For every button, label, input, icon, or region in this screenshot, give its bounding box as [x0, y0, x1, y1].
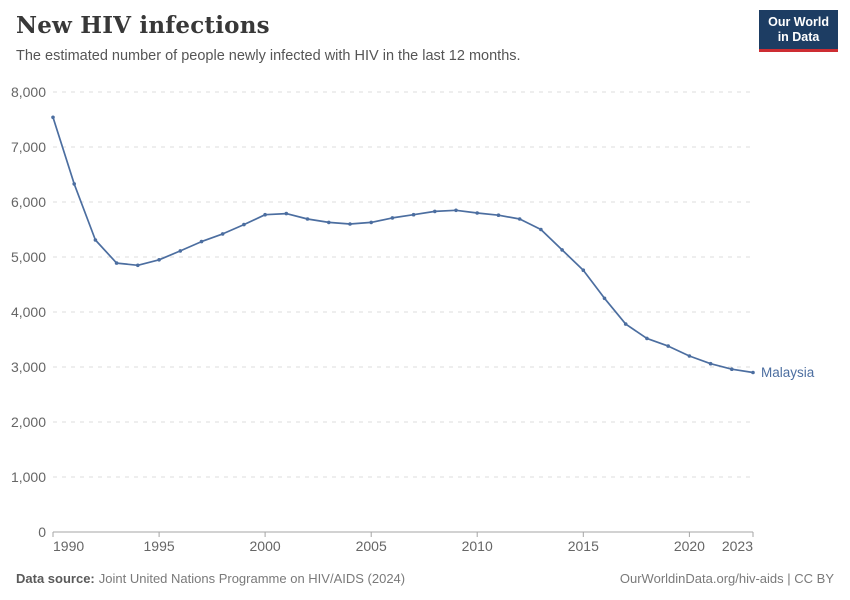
y-tick-label: 5,000 — [11, 249, 46, 265]
data-point[interactable] — [390, 216, 395, 220]
data-point[interactable] — [433, 209, 437, 214]
y-tick-label: 1,000 — [11, 469, 46, 485]
data-source: Data source: Joint United Nations Program… — [16, 571, 405, 586]
y-tick-label: 2,000 — [11, 414, 46, 430]
y-tick-label: 4,000 — [11, 304, 46, 320]
data-point[interactable] — [539, 227, 543, 232]
y-tick-label: 8,000 — [11, 84, 46, 100]
owid-logo[interactable]: Our World in Data — [759, 10, 838, 52]
x-tick-label: 2005 — [356, 538, 387, 554]
data-point[interactable] — [178, 249, 183, 253]
data-point[interactable] — [687, 354, 692, 358]
x-tick-label: 2020 — [674, 538, 705, 554]
data-point[interactable] — [72, 182, 76, 186]
data-point[interactable] — [581, 268, 586, 273]
data-point[interactable] — [517, 217, 522, 221]
data-point[interactable] — [199, 239, 204, 244]
data-point[interactable] — [305, 217, 310, 221]
data-point[interactable] — [411, 212, 416, 217]
chart-subtitle: The estimated number of people newly inf… — [16, 48, 521, 64]
entity-label[interactable]: Malaysia — [761, 365, 815, 380]
data-point[interactable] — [666, 344, 670, 348]
x-tick-label: 1990 — [53, 538, 84, 554]
data-source-label: Data source: — [16, 571, 95, 586]
x-tick-label: 2000 — [250, 538, 281, 554]
data-point[interactable] — [51, 115, 55, 120]
x-tick-label: 1995 — [144, 538, 175, 554]
data-point[interactable] — [114, 261, 119, 265]
attribution-link[interactable]: OurWorldinData.org/hiv-aids | CC BY — [619, 571, 834, 586]
chart-footer: Data source: Joint United Nations Program… — [16, 571, 834, 586]
data-point[interactable] — [730, 367, 734, 372]
data-point[interactable] — [751, 370, 755, 375]
data-point[interactable] — [645, 336, 649, 341]
data-point[interactable] — [327, 220, 331, 225]
data-source-text: Joint United Nations Programme on HIV/AI… — [98, 571, 406, 586]
owid-logo-line1: Our World — [768, 15, 829, 29]
data-point[interactable] — [560, 248, 564, 252]
x-tick-label: 2010 — [462, 538, 493, 554]
x-tick-label: 2015 — [568, 538, 599, 554]
data-point[interactable] — [369, 220, 374, 225]
data-point[interactable] — [242, 222, 246, 227]
data-point[interactable] — [157, 258, 161, 262]
data-point[interactable] — [475, 211, 480, 215]
chart-header: New HIV infections The estimated number … — [16, 12, 736, 64]
y-tick-label: 6,000 — [11, 194, 46, 210]
data-point[interactable] — [348, 222, 352, 226]
y-tick-label: 3,000 — [11, 359, 46, 375]
data-point[interactable] — [496, 213, 501, 217]
data-point[interactable] — [220, 232, 225, 236]
trend-line[interactable] — [52, 117, 754, 374]
data-point[interactable] — [454, 208, 458, 213]
data-point[interactable] — [623, 322, 628, 326]
x-tick-label: 2023 — [722, 538, 753, 554]
data-point[interactable] — [263, 212, 267, 217]
data-point[interactable] — [136, 263, 140, 268]
y-tick-label: 7,000 — [11, 139, 46, 155]
data-point[interactable] — [708, 361, 713, 366]
page-title: New HIV infections — [16, 12, 270, 39]
data-point[interactable] — [284, 211, 289, 216]
data-point[interactable] — [93, 238, 98, 242]
owid-logo-line2: in Data — [777, 30, 820, 44]
data-point[interactable] — [602, 296, 607, 301]
y-tick-label: 0 — [38, 524, 46, 540]
